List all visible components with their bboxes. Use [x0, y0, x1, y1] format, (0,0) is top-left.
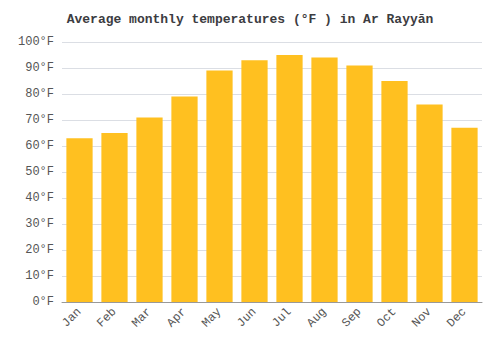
svg-text:Jun: Jun: [234, 305, 259, 330]
svg-text:Jul: Jul: [269, 305, 294, 330]
svg-text:90°F: 90°F: [25, 61, 54, 75]
svg-text:Mar: Mar: [129, 305, 154, 330]
svg-text:Aug: Aug: [304, 305, 329, 330]
svg-text:80°F: 80°F: [25, 87, 54, 101]
svg-text:Jan: Jan: [59, 305, 84, 330]
svg-text:70°F: 70°F: [25, 113, 54, 127]
svg-text:30°F: 30°F: [25, 217, 54, 231]
svg-text:Nov: Nov: [409, 305, 434, 330]
svg-text:20°F: 20°F: [25, 243, 54, 257]
svg-text:50°F: 50°F: [25, 165, 54, 179]
svg-text:May: May: [199, 305, 224, 330]
svg-text:Feb: Feb: [94, 305, 119, 330]
svg-text:Apr: Apr: [164, 305, 189, 330]
svg-text:Average monthly temperatures (: Average monthly temperatures (°F ) in Ar…: [67, 12, 434, 27]
svg-text:Dec: Dec: [444, 305, 469, 330]
svg-text:40°F: 40°F: [25, 191, 54, 205]
svg-text:60°F: 60°F: [25, 139, 54, 153]
svg-text:Sep: Sep: [339, 305, 364, 330]
svg-text:Oct: Oct: [374, 305, 399, 330]
svg-text:10°F: 10°F: [25, 269, 54, 283]
svg-text:100°F: 100°F: [18, 35, 54, 49]
svg-text:0°F: 0°F: [32, 295, 54, 309]
